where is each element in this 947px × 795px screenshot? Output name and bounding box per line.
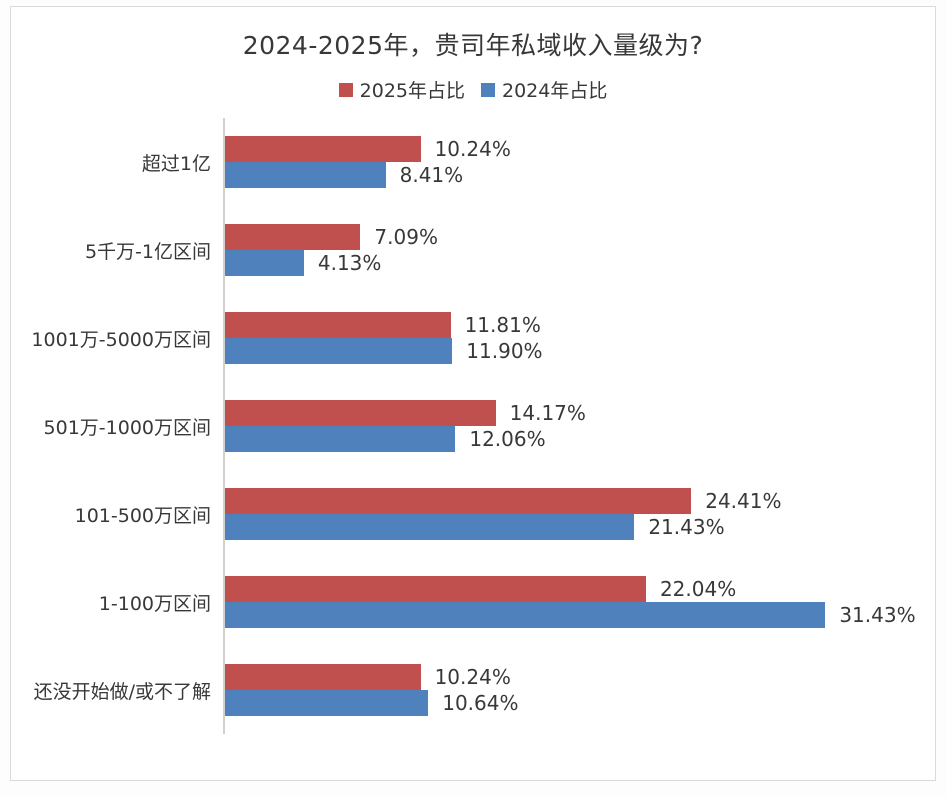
chart-frame: 2024-2025年，贵司年私域收入量级为? 2025年占比 2024年占比 超过… — [10, 6, 936, 781]
bar-value-label: 10.64% — [442, 691, 519, 715]
category-label: 还没开始做/或不了解 — [33, 680, 211, 703]
bar-value-label: 12.06% — [469, 427, 546, 451]
bar-track: 10.24% — [225, 664, 935, 690]
chart-row: 5千万-1亿区间 7.09% 4.13% — [11, 206, 935, 294]
bar-track: 14.17% — [225, 400, 935, 426]
bar-2024年占比: 21.43% — [225, 514, 725, 540]
bar-value-label: 11.81% — [464, 313, 541, 337]
legend-item-2024年占比: 2024年占比 — [481, 76, 607, 103]
bar-track: 10.24% — [225, 136, 935, 162]
plot-area: 超过1亿 10.24% 8.41% 5千万-1亿区间 7.09% 4.13% 1001万-5… — [11, 118, 935, 734]
bar-2024年占比: 11.90% — [225, 338, 543, 364]
bar-2024年占比: 8.41% — [225, 162, 463, 188]
bar-value-label: 11.90% — [466, 339, 543, 363]
legend-swatch-icon — [481, 82, 495, 97]
category-label: 1001万-5000万区间 — [31, 328, 211, 351]
bar-2025年占比: 10.24% — [225, 136, 511, 162]
bar-track: 31.43% — [225, 602, 935, 628]
bar-group: 22.04% 31.43% — [223, 558, 935, 646]
legend-label: 2024年占比 — [502, 80, 608, 102]
category-label: 超过1亿 — [141, 152, 211, 175]
bar-value-label: 7.09% — [374, 225, 438, 249]
chart-row: 1-100万区间 22.04% 31.43% — [11, 558, 935, 646]
category-label: 501万-1000万区间 — [43, 416, 211, 439]
bar-2025年占比: 11.81% — [225, 312, 541, 338]
category-label: 101-500万区间 — [74, 504, 211, 527]
bar-2025年占比: 24.41% — [225, 488, 781, 514]
bar-group: 11.81% 11.90% — [223, 294, 935, 382]
bar-track: 11.90% — [225, 338, 935, 364]
bar-group: 24.41% 21.43% — [223, 470, 935, 558]
bar-2024年占比: 31.43% — [225, 602, 916, 628]
bar-value-label: 22.04% — [659, 577, 737, 601]
bar-track: 7.09% — [225, 224, 935, 250]
bar-track: 21.43% — [225, 514, 935, 540]
bar-2025年占比: 22.04% — [225, 576, 736, 602]
bar-track: 24.41% — [225, 488, 935, 514]
legend-label: 2025年占比 — [359, 80, 465, 102]
bar-2025年占比: 10.24% — [225, 664, 511, 690]
category-label: 1-100万区间 — [98, 592, 211, 615]
chart-row: 超过1亿 10.24% 8.41% — [11, 118, 935, 206]
bar-2024年占比: 12.06% — [225, 426, 546, 452]
category-label: 5千万-1亿区间 — [84, 240, 211, 263]
chart-row: 1001万-5000万区间 11.81% 11.90% — [11, 294, 935, 382]
chart-title: 2024-2025年，贵司年私域收入量级为? — [242, 31, 704, 60]
bar-2025年占比: 14.17% — [225, 400, 586, 426]
bar-value-label: 14.17% — [509, 401, 586, 425]
bar-2024年占比: 10.64% — [225, 690, 518, 716]
bar-track: 4.13% — [225, 250, 935, 276]
bar-track: 8.41% — [225, 162, 935, 188]
legend-item-2025年占比: 2025年占比 — [338, 76, 465, 103]
bar-track: 12.06% — [225, 426, 935, 452]
bar-value-label: 21.43% — [648, 515, 725, 539]
bar-value-label: 4.13% — [317, 251, 382, 275]
bar-2024年占比: 4.13% — [225, 250, 381, 276]
bar-value-label: 24.41% — [705, 489, 782, 513]
bar-track: 11.81% — [225, 312, 935, 338]
chart-row: 还没开始做/或不了解 10.24% 10.64% — [11, 646, 935, 734]
bar-value-label: 31.43% — [839, 603, 916, 627]
bar-track: 22.04% — [225, 576, 935, 602]
legend-swatch-icon — [338, 82, 353, 97]
bar-value-label: 10.24% — [434, 137, 511, 161]
bar-value-label: 10.24% — [434, 665, 511, 689]
bar-value-label: 8.41% — [399, 163, 464, 187]
bar-2025年占比: 7.09% — [225, 224, 438, 250]
legend: 2025年占比 2024年占比 — [11, 76, 935, 103]
bar-track: 10.64% — [225, 690, 935, 716]
chart-row: 101-500万区间 24.41% 21.43% — [11, 470, 935, 558]
bar-group: 10.24% 8.41% — [223, 118, 935, 206]
bar-group: 14.17% 12.06% — [223, 382, 935, 470]
bar-group: 7.09% 4.13% — [223, 206, 935, 294]
bar-group: 10.24% 10.64% — [223, 646, 935, 734]
chart-row: 501万-1000万区间 14.17% 12.06% — [11, 382, 935, 470]
